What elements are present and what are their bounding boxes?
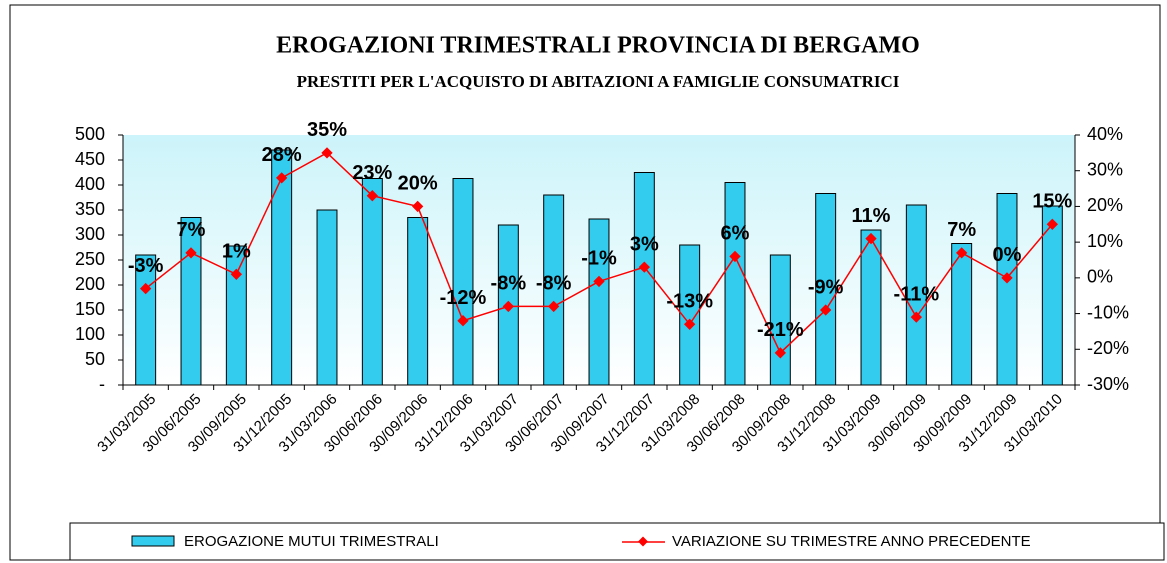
legend-label: VARIAZIONE SU TRIMESTRE ANNO PRECEDENTE — [672, 533, 1031, 550]
bar — [815, 193, 837, 386]
line-marker — [820, 304, 832, 316]
data-label: -1% — [581, 248, 617, 270]
y-tick-label: 200 — [75, 274, 105, 294]
y-tick-label: - — [99, 374, 105, 394]
data-label: -8% — [536, 273, 572, 295]
data-label: 28% — [262, 144, 302, 166]
data-label: -21% — [757, 319, 804, 341]
bar — [407, 217, 429, 386]
data-label: -11% — [894, 283, 940, 305]
y2-tick-label: 20% — [1087, 195, 1123, 215]
y-tick-label: 300 — [75, 224, 105, 244]
y-tick-label: 350 — [75, 199, 105, 219]
line-marker — [774, 347, 786, 359]
line-marker — [956, 247, 968, 259]
bar — [588, 218, 610, 386]
y2-tick-label: -10% — [1087, 302, 1129, 322]
data-label: -9% — [808, 276, 844, 298]
y-tick-label: 500 — [75, 124, 105, 144]
y-tick-label: 400 — [75, 174, 105, 194]
chart-title: EROGAZIONI TRIMESTRALI PROVINCIA DI BERG… — [276, 33, 920, 59]
data-label: 20% — [398, 173, 438, 195]
bar — [860, 229, 882, 386]
legend-swatch — [131, 535, 175, 547]
data-label: 7% — [177, 219, 206, 241]
bar — [679, 244, 701, 386]
data-label: -12% — [440, 287, 487, 309]
line-marker — [185, 247, 197, 259]
bar — [180, 217, 202, 386]
line-marker — [321, 147, 333, 159]
bar — [724, 182, 746, 386]
y-tick-label: 150 — [75, 299, 105, 319]
bar — [135, 254, 157, 386]
line-marker — [638, 261, 650, 273]
y2-tick-label: 30% — [1087, 159, 1123, 179]
y-tick-label: 450 — [75, 149, 105, 169]
bar — [225, 245, 247, 386]
line-marker — [412, 200, 424, 213]
y-tick-label: 50 — [85, 349, 105, 369]
bar — [543, 194, 565, 386]
line-marker — [230, 268, 242, 280]
line-marker — [1001, 272, 1013, 284]
bar — [996, 193, 1018, 386]
data-label: -3% — [128, 255, 164, 277]
bar — [951, 243, 973, 386]
y-tick-label: 100 — [75, 324, 105, 344]
bar — [271, 149, 293, 386]
line-marker — [684, 318, 696, 330]
line-marker — [276, 172, 288, 184]
bar — [633, 172, 655, 386]
legend — [69, 522, 1165, 561]
chart-subtitle: PRESTITI PER L'ACQUISTO DI ABITAZIONI A … — [297, 72, 900, 91]
line-marker — [910, 311, 922, 323]
line-marker — [1046, 218, 1058, 230]
y2-tick-label: 10% — [1087, 231, 1123, 251]
line-marker — [865, 232, 877, 245]
line-marker — [140, 282, 152, 295]
y2-tick-label: -30% — [1087, 374, 1129, 394]
data-label: 15% — [1032, 191, 1072, 213]
data-label: 11% — [852, 205, 891, 227]
data-label: 23% — [352, 162, 392, 184]
bar — [361, 178, 383, 386]
legend-label: EROGAZIONE MUTUI TRIMESTRALI — [184, 533, 439, 550]
data-label: -13% — [666, 291, 713, 313]
line-marker — [366, 190, 378, 202]
y-tick-label: 250 — [75, 249, 105, 269]
data-label: 3% — [630, 233, 659, 255]
y2-tick-label: 40% — [1087, 124, 1123, 144]
line-marker — [548, 300, 560, 313]
data-label: 35% — [307, 119, 347, 141]
line-marker — [593, 275, 605, 288]
bar — [1041, 205, 1063, 386]
data-label: -8% — [491, 273, 527, 295]
data-label: 6% — [721, 223, 750, 245]
y2-tick-label: -20% — [1087, 338, 1129, 358]
data-label: 1% — [222, 241, 251, 263]
bar — [452, 178, 474, 386]
y2-tick-label: 0% — [1087, 267, 1113, 287]
bar — [316, 209, 338, 386]
data-label: 7% — [947, 219, 976, 241]
line-marker — [457, 315, 469, 327]
bar — [905, 204, 927, 386]
legend-marker — [638, 536, 648, 547]
line-marker — [502, 300, 514, 313]
data-label: 0% — [993, 244, 1022, 266]
